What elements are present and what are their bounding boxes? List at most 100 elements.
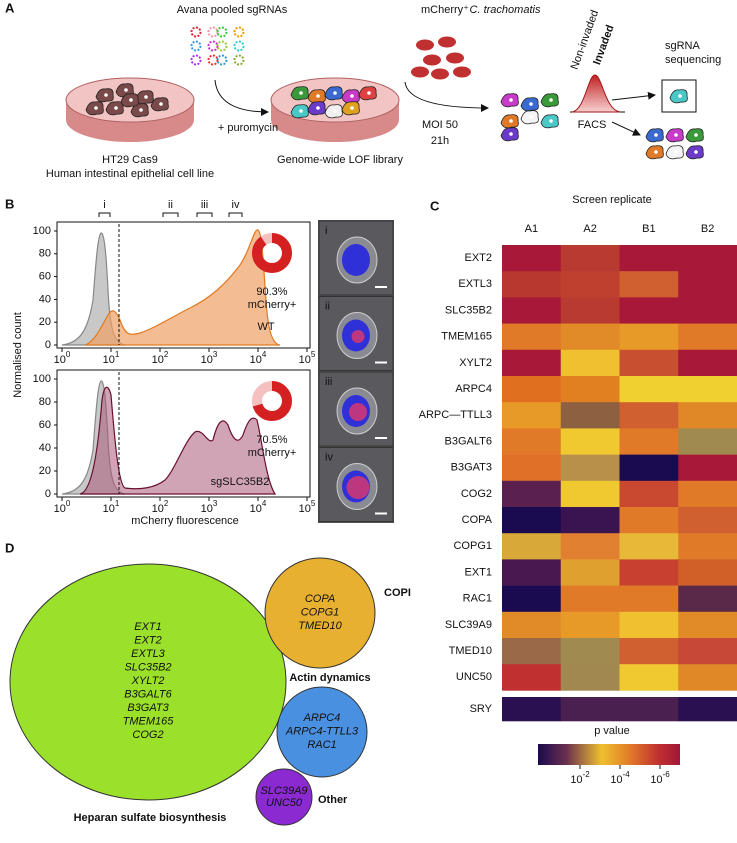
nucleus xyxy=(316,94,320,98)
heatmap-cell xyxy=(678,611,737,639)
heatmap-cell xyxy=(619,611,679,639)
gene-label: RAC1 xyxy=(307,739,336,751)
y-tick-label: 100 xyxy=(33,225,51,237)
sgrna-dot xyxy=(216,54,228,66)
gate-bracket xyxy=(98,212,111,217)
x-tick-label-exp: 1 xyxy=(115,350,120,359)
heatmap-cell xyxy=(678,454,737,482)
y-tick-label: 80 xyxy=(39,396,51,408)
gate-label: i xyxy=(103,199,105,211)
row-label: EXTL3 xyxy=(458,278,492,290)
gene-label: ARPC4-TTLL3 xyxy=(285,725,359,737)
heatmap-cell xyxy=(678,638,737,665)
heatmap-cell xyxy=(502,271,562,298)
legend-tick-label-exp: -2 xyxy=(583,770,591,779)
column-label: B2 xyxy=(701,223,714,235)
nucleus xyxy=(350,94,354,98)
row-label: TMEM165 xyxy=(441,331,492,343)
heatmap-cell xyxy=(678,533,737,560)
y-tick-label: 100 xyxy=(33,373,51,385)
gene-label: TMEM165 xyxy=(123,715,175,727)
heatmap-cell xyxy=(502,349,562,377)
pathogen-label: C. trachomatis xyxy=(470,4,541,16)
facs-label: FACS xyxy=(578,119,607,131)
dish-title: HT29 Cas9 xyxy=(102,154,158,166)
gate-label: iv xyxy=(232,199,240,211)
legend-tick-label: 10-6 xyxy=(650,770,670,786)
sgrna-title: Avana pooled sgRNAs xyxy=(177,4,288,16)
row-label: ARPC—TTLL3 xyxy=(419,409,492,421)
heatmap-cell xyxy=(502,611,562,639)
row-label: ARPC4 xyxy=(455,383,492,395)
row-label: COPG1 xyxy=(453,540,492,552)
nucleus xyxy=(316,106,320,110)
nucleus xyxy=(299,109,303,113)
nucleus xyxy=(144,95,148,99)
y-tick-label: 20 xyxy=(39,465,51,477)
heatmap-cell xyxy=(560,638,620,665)
row-label: EXT1 xyxy=(464,566,492,578)
heatmap-cell xyxy=(678,376,737,403)
legend-title: p value xyxy=(594,725,629,737)
colorbar xyxy=(538,744,680,765)
legend-tick-label-base: 10 xyxy=(650,774,662,786)
x-tick-label: 102 xyxy=(152,499,169,515)
y-tick-label: 40 xyxy=(39,293,51,305)
gene-label: SLC35B2 xyxy=(124,661,171,673)
x-tick-label-base: 10 xyxy=(201,503,213,515)
x-tick-label: 105 xyxy=(299,499,316,515)
bacterium xyxy=(431,68,449,80)
gate-bracket xyxy=(228,212,243,217)
heatmap-cell xyxy=(560,376,620,403)
column-label: A1 xyxy=(525,223,538,235)
x-tick-label-exp: 3 xyxy=(213,499,218,508)
heatmap-cell xyxy=(678,585,737,613)
x-tick-label-base: 10 xyxy=(201,354,213,366)
heatmap-cell xyxy=(678,349,737,377)
cell-nucleus xyxy=(342,244,370,276)
gene-label: EXT2 xyxy=(134,634,162,646)
nucleus xyxy=(333,109,337,113)
group-label: COPI xyxy=(384,587,411,599)
heatmap-cell xyxy=(619,323,679,351)
heatmap-cell xyxy=(502,638,562,665)
gate-bracket xyxy=(162,212,179,217)
x-tick-label-exp: 1 xyxy=(115,499,120,508)
row-label: B3GALT6 xyxy=(445,435,493,447)
heatmap-cell xyxy=(560,697,620,722)
heatmap-cell xyxy=(560,664,620,691)
image-label: ii xyxy=(325,300,330,312)
nucleus xyxy=(114,106,118,110)
x-tick-label-exp: 2 xyxy=(164,350,169,359)
image-label: iii xyxy=(325,376,332,388)
heatmap-cell xyxy=(678,297,737,324)
heatmap-cell xyxy=(560,585,620,613)
nucleus xyxy=(509,98,513,102)
heatmap-cell xyxy=(560,349,620,377)
group-circle xyxy=(9,563,287,801)
x-tick-label-exp: 0 xyxy=(66,499,71,508)
gene-label: EXT1 xyxy=(134,621,162,633)
x-tick-label-base: 10 xyxy=(103,503,115,515)
percent-caption: mCherry+ xyxy=(248,447,297,459)
heatmap-cell xyxy=(619,480,679,508)
panel-label: C xyxy=(430,198,440,213)
heatmap-cell xyxy=(502,697,562,722)
dish-subtitle: Human intestinal epithelial cell line xyxy=(46,168,214,180)
nucleus xyxy=(333,91,337,95)
heatmap-cell xyxy=(560,454,620,482)
donut-arc xyxy=(252,381,292,421)
plot-frame xyxy=(56,221,311,349)
x-tick-label: 105 xyxy=(299,350,316,366)
heatmap-cell xyxy=(678,428,737,455)
nucleus xyxy=(94,106,98,110)
heatmap-cell xyxy=(619,664,679,691)
row-label: UNC50 xyxy=(456,671,492,683)
heatmap-cell xyxy=(619,585,679,613)
heatmap-cell xyxy=(560,402,620,429)
heatmap-cell xyxy=(560,271,620,298)
column-label: B1 xyxy=(642,223,655,235)
x-tick-label-exp: 3 xyxy=(213,350,218,359)
nucleus xyxy=(350,106,354,110)
x-tick-label: 102 xyxy=(152,350,169,366)
